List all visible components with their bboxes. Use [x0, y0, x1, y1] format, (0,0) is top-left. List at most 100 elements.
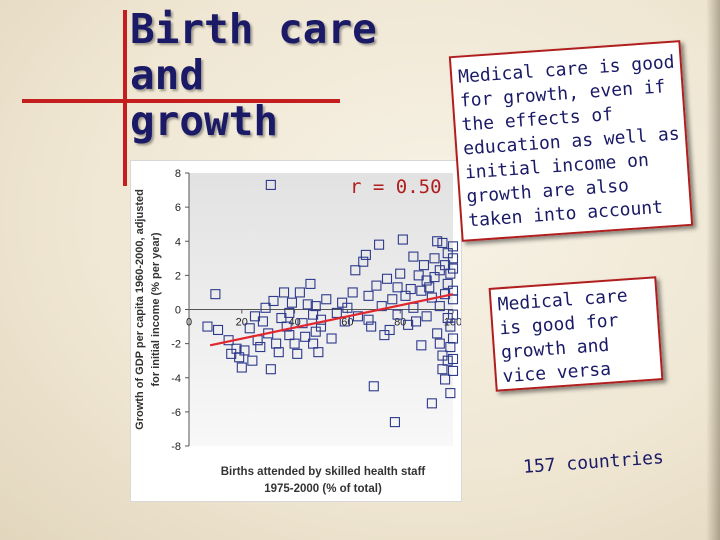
data-point: [416, 340, 427, 351]
data-point: [434, 338, 445, 349]
x-axis-label: 1975-2000 (% of total): [264, 483, 382, 495]
data-point: [212, 324, 224, 336]
data-point: [447, 333, 459, 344]
data-point: [284, 330, 295, 341]
data-point: [440, 260, 451, 271]
y-axis-label: Growth of GDP per capita 1960-2000, adju…: [134, 189, 146, 430]
x-tick-label: 80: [394, 317, 406, 329]
data-point: [447, 309, 459, 320]
data-point: [302, 299, 313, 310]
slide-edge-shadow: [706, 0, 720, 540]
data-point: [429, 272, 440, 283]
data-point: [437, 350, 448, 361]
data-point: [313, 347, 324, 358]
data-point: [310, 326, 321, 337]
data-point: [389, 417, 400, 428]
data-point: [392, 309, 403, 320]
correlation-label: r = 0.50: [350, 176, 442, 198]
data-point: [397, 234, 408, 245]
data-point: [247, 355, 258, 366]
data-point: [292, 348, 303, 359]
data-point: [273, 347, 284, 358]
data-point: [366, 321, 377, 332]
data-point: [405, 283, 416, 295]
data-point: [337, 297, 348, 308]
data-point: [210, 289, 221, 300]
data-point: [276, 312, 287, 324]
y-tick-label: -8: [171, 441, 181, 453]
data-point: [239, 345, 250, 356]
data-point: [202, 321, 213, 332]
scatter-chart: -8 -6 -4 -2 0 2 4 6 8 0 20 40 60 80 100 Births attended…: [130, 160, 462, 502]
slide-title-line-1: Birth care and: [130, 5, 377, 99]
x-tick-label: 20: [236, 317, 248, 329]
y-tick-label: 0: [175, 305, 181, 317]
data-point: [440, 374, 451, 385]
x-tick-label: 0: [186, 317, 192, 329]
data-point: [257, 316, 268, 327]
data-point: [260, 302, 271, 313]
data-point: [305, 278, 316, 289]
data-point: [352, 311, 364, 322]
data-point: [278, 287, 290, 298]
data-point: [381, 273, 393, 284]
data-point: [392, 282, 403, 293]
data-point: [236, 362, 247, 373]
data-point: [447, 253, 459, 264]
slide-title-line-2: growth: [130, 97, 279, 145]
data-point: [421, 311, 432, 322]
data-point: [445, 321, 456, 332]
data-point: [442, 248, 453, 259]
data-point: [413, 270, 424, 281]
data-point: [400, 290, 411, 301]
data-point: [395, 268, 406, 279]
data-point: [379, 330, 390, 341]
data-point: [445, 268, 456, 279]
data-point: [297, 318, 308, 329]
data-point: [445, 388, 456, 399]
data-point: [418, 260, 430, 271]
y-tick-label: 4: [175, 236, 181, 248]
data-point: [226, 348, 237, 359]
data-point: [289, 338, 300, 349]
data-point: [284, 307, 295, 318]
data-point: [294, 287, 305, 298]
data-point: [421, 275, 432, 286]
data-point: [432, 328, 443, 339]
data-point: [376, 301, 387, 312]
data-point: [426, 398, 437, 409]
data-point: [387, 294, 398, 305]
data-point: [310, 301, 321, 312]
data-point: [447, 263, 459, 274]
note-vice-versa: Medical care is good for growth and vice…: [488, 276, 664, 392]
data-point: [384, 324, 395, 336]
data-point: [429, 253, 440, 264]
data-point: [442, 278, 453, 289]
data-point: [408, 251, 419, 262]
data-point: [403, 319, 414, 330]
data-point: [374, 239, 385, 250]
x-axis-label: Births attended by skilled health staff: [221, 466, 426, 478]
data-point: [363, 314, 374, 325]
title-vertical-decoration: [123, 10, 127, 186]
data-point: [410, 316, 422, 327]
data-point: [249, 311, 261, 322]
data-point: [424, 282, 435, 293]
data-point: [300, 331, 311, 342]
data-point: [358, 256, 369, 267]
data-point: [265, 179, 276, 190]
data-point: [342, 302, 353, 313]
data-point: [368, 381, 379, 392]
data-point: [434, 301, 445, 312]
data-point: [321, 294, 332, 305]
data-point: [326, 333, 337, 344]
y-tick-label: -4: [171, 373, 181, 385]
slide-title: Birth care and growth: [130, 6, 460, 144]
data-point: [244, 323, 255, 334]
countries-count-label: 157 countries: [522, 447, 665, 478]
data-point: [447, 353, 459, 365]
y-axis-label: for initial income (% per year): [150, 232, 162, 386]
data-point: [447, 365, 459, 376]
data-point: [347, 287, 358, 298]
title-underline-decoration: [22, 99, 340, 103]
